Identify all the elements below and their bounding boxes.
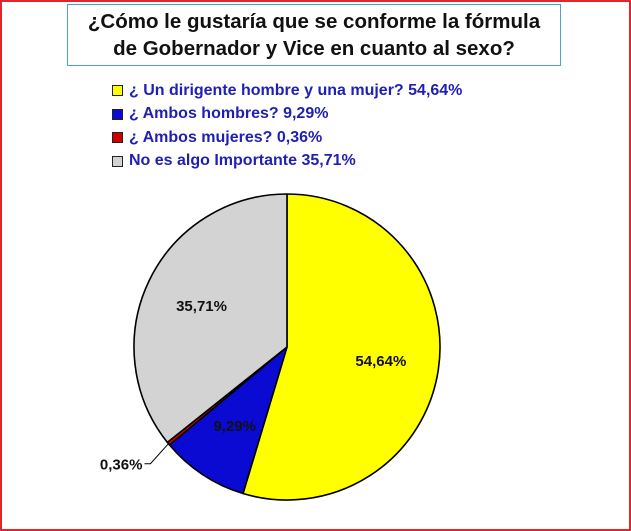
legend-swatch (112, 155, 123, 167)
legend-item-ambos-mujeres: ¿ Ambos mujeres? 0,36% (112, 126, 462, 150)
chart-title-box: ¿Cómo le gustaría que se conforme la fór… (67, 4, 561, 66)
legend-swatch (112, 132, 123, 144)
slice-data-label: 35,71% (176, 298, 227, 315)
legend-label: ¿ Un dirigente hombre y una mujer? 54,64… (129, 81, 463, 99)
slice-data-label: 0,36% (100, 457, 143, 474)
legend-swatch (112, 108, 123, 120)
slice-data-label: 54,64% (355, 353, 406, 370)
legend-item-ambos-hombres: ¿ Ambos hombres? 9,29% (112, 103, 462, 127)
legend-item-no-importante: No es algo Importante 35,71% (112, 150, 462, 174)
legend-swatch (112, 85, 123, 97)
pie-slices (133, 193, 441, 501)
legend-label: ¿ Ambos hombres? 9,29% (129, 105, 329, 123)
leader-line (144, 443, 169, 465)
legend-item-hombre-mujer: ¿ Un dirigente hombre y una mujer? 54,64… (112, 79, 462, 103)
slice-ambos-hombres (168, 346, 288, 495)
slice-no-importante (133, 193, 288, 444)
legend: ¿ Un dirigente hombre y una mujer? 54,64… (112, 79, 462, 173)
slice-hombre-mujer (242, 193, 441, 501)
slice-data-label: 9,29% (213, 418, 256, 435)
legend-label: ¿ Ambos mujeres? 0,36% (129, 128, 323, 146)
chart-title: ¿Cómo le gustaría que se conforme la fór… (87, 10, 541, 60)
leader-lines (144, 443, 169, 465)
legend-label: No es algo Importante 35,71% (129, 152, 356, 170)
slice-labels: 54,64% 9,29% 0,36% 35,71% (100, 298, 406, 474)
